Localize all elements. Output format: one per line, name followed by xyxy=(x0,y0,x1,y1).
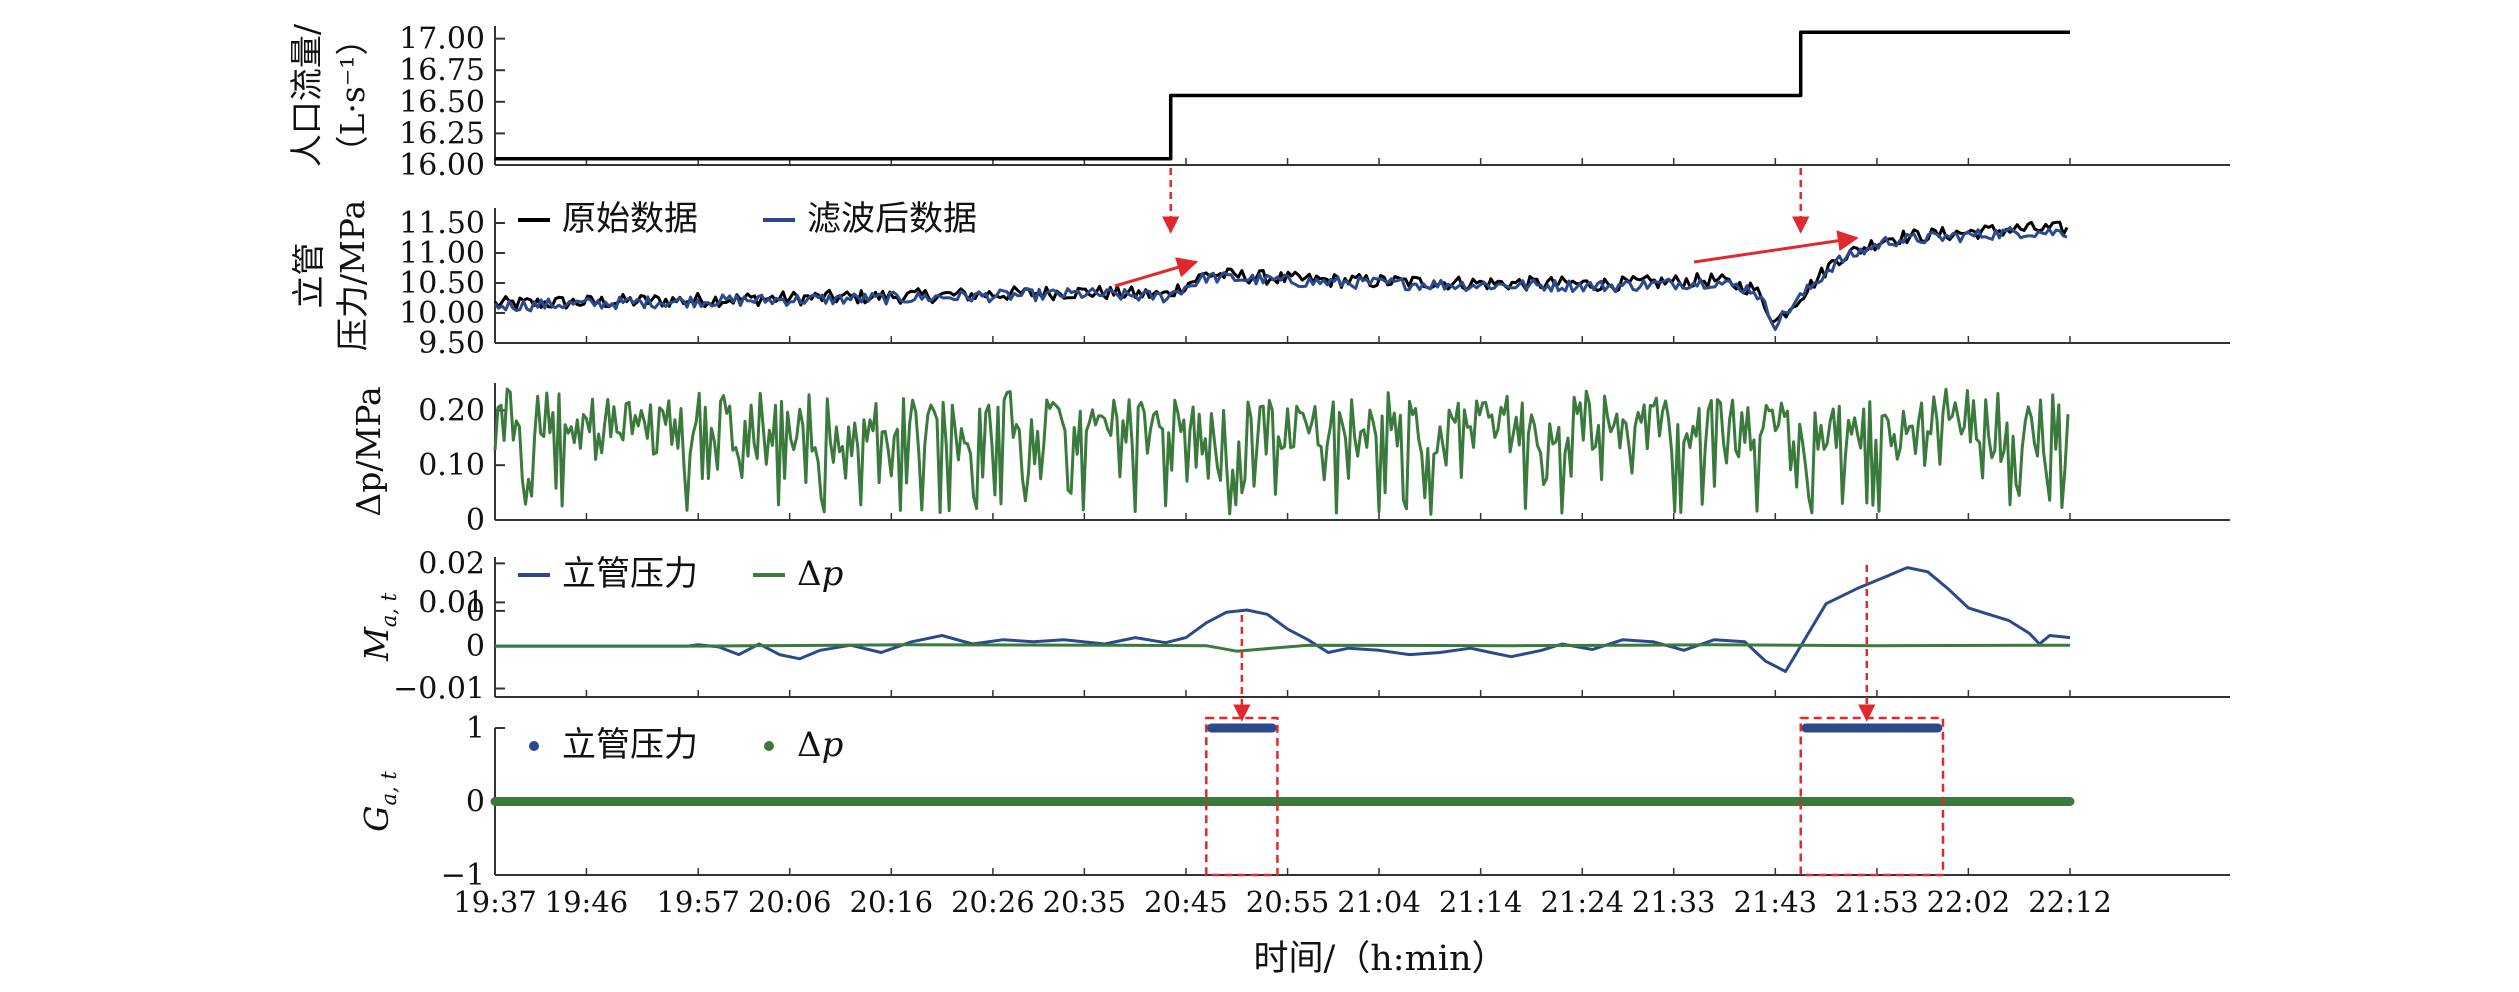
legend-label: 立管压力 xyxy=(562,725,698,765)
x-tick-label: 21:24 xyxy=(1540,885,1624,919)
x-tick-label: 19:46 xyxy=(545,885,629,919)
y-tick-label: 16.50 xyxy=(399,85,485,120)
y-tick-label: 10.50 xyxy=(399,266,485,301)
legend-marker xyxy=(529,741,539,751)
x-tick-label: 20:55 xyxy=(1246,885,1330,919)
series-line-dp xyxy=(493,387,2070,516)
y-tick-label: −1 xyxy=(441,858,485,893)
legend-label: 原始数据 xyxy=(562,199,698,239)
series-line-滤波后数据 xyxy=(493,226,2068,331)
x-tick-label: 21:14 xyxy=(1439,885,1523,919)
x-tick-label: 21:33 xyxy=(1632,885,1716,919)
x-tick-label: 20:16 xyxy=(850,885,934,919)
panel-dp: 0 0.10 0.20 Δp/MPa xyxy=(349,383,2230,538)
y-tick-label: 16.25 xyxy=(399,116,485,151)
legend-marker xyxy=(764,741,774,751)
legend-label-italic: p xyxy=(822,725,844,765)
x-axis-label: 时间/（h:min） xyxy=(1253,939,1506,979)
series-line-Δp xyxy=(495,643,2071,653)
x-tick-label: 20:26 xyxy=(951,885,1035,919)
panel-ga: −1 0 1 Ga, t 立管压力 Δp xyxy=(357,711,2230,893)
y-tick-label: 0 xyxy=(466,629,485,664)
series-line-立管压力 xyxy=(495,566,2071,673)
x-tick-label: 19:57 xyxy=(656,885,740,919)
x-tick-label: 20:35 xyxy=(1043,885,1127,919)
y-tick-label: 11.50 xyxy=(399,206,485,241)
x-tick-label: 19:37 xyxy=(453,885,537,919)
x-tick-label: 20:06 xyxy=(748,885,832,919)
trend-arrow xyxy=(1114,257,1199,288)
annotations-layer xyxy=(1114,168,1945,877)
y-tick-label: 0.01 xyxy=(418,585,485,620)
y-tick-label: 1 xyxy=(466,711,485,746)
y-tick-label: 11.00 xyxy=(399,236,485,271)
y-axis-label-subscript: a, t xyxy=(377,771,401,806)
x-axis: 19:37 19:46 19:57 20:06 20:16 20:26 20:35 20:45… xyxy=(453,885,2112,919)
y-tick-label: 17.00 xyxy=(399,22,485,57)
trend-arrow xyxy=(1693,230,1859,264)
y-axis-label: Ga, t xyxy=(357,771,401,832)
y-tick-label: 0.20 xyxy=(418,393,485,428)
y-tick-label: 10.00 xyxy=(399,296,485,331)
highlight-box xyxy=(1205,716,1279,877)
y-axis-label-line: 立管 xyxy=(289,243,328,309)
legend-label: 滤波后数据 xyxy=(807,199,977,239)
y-axis-label-line: （L·s⁻¹） xyxy=(333,23,372,169)
y-tick-label: 0 xyxy=(466,594,485,629)
legend-label: 立管压力 xyxy=(562,554,698,594)
y-axis-label-main: G xyxy=(357,805,396,831)
legend-label-italic: p xyxy=(822,554,844,594)
y-tick-label: 16.00 xyxy=(399,148,485,183)
x-tick-label: 21:43 xyxy=(1734,885,1818,919)
y-axis-label: Δp/MPa xyxy=(349,386,388,516)
y-tick-label: 9.50 xyxy=(418,326,485,361)
y-axis-label-line: 压力/MPa xyxy=(333,200,372,351)
y-axis-label-line: 人口流量/ xyxy=(287,23,326,167)
highlight-box xyxy=(1799,716,1945,877)
x-tick-label: 22:12 xyxy=(2028,885,2112,919)
legend-label: Δp xyxy=(797,725,843,765)
y-tick-label: 16.75 xyxy=(399,53,485,88)
y-axis-label: Ma, t xyxy=(357,592,401,662)
x-tick-label: 21:53 xyxy=(1835,885,1919,919)
x-tick-label: 21:04 xyxy=(1337,885,1421,919)
x-tick-label: 22:02 xyxy=(1927,885,2011,919)
y-tick-label: 0 xyxy=(466,503,485,538)
y-axis-label-subscript: a, t xyxy=(377,592,401,627)
y-tick-label: 0.10 xyxy=(418,448,485,483)
y-tick-label: 0.02 xyxy=(418,546,485,581)
legend-label: Δp xyxy=(797,554,843,594)
y-axis-label-main: M xyxy=(357,626,396,662)
series-line-flow xyxy=(495,30,2070,161)
y-tick-label: −0.01 xyxy=(393,672,485,707)
x-tick-label: 20:45 xyxy=(1144,885,1228,919)
y-tick-label: 0 xyxy=(466,785,485,820)
